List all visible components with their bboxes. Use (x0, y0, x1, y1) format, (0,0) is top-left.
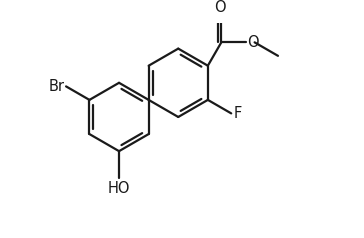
Text: O: O (248, 35, 259, 50)
Text: O: O (214, 0, 226, 15)
Text: HO: HO (108, 181, 130, 196)
Text: F: F (234, 106, 242, 121)
Text: Br: Br (48, 79, 64, 94)
